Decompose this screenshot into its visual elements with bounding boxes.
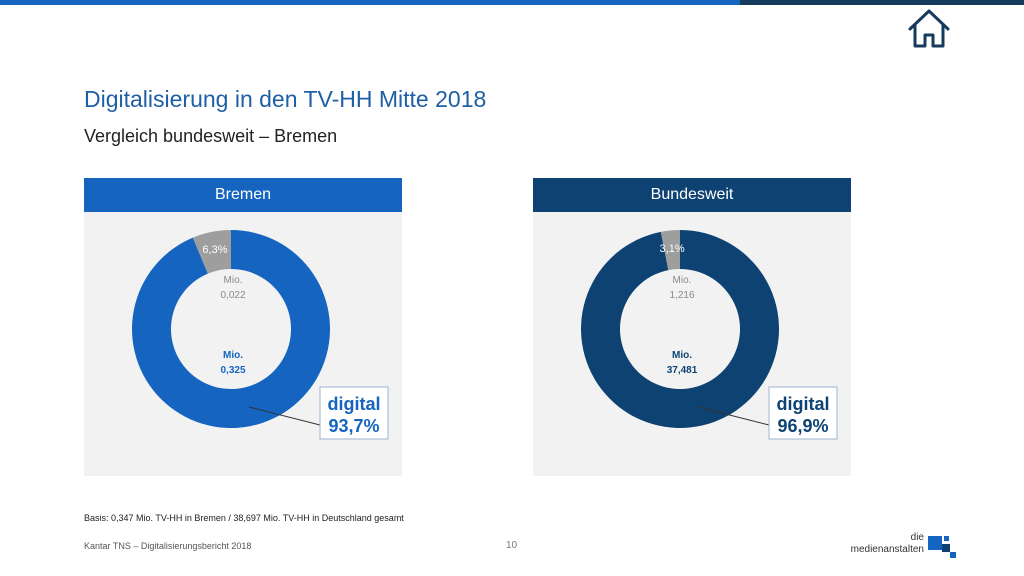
callout-value: 93,7% <box>328 416 379 436</box>
brand-line-2: medienanstalten <box>850 544 924 555</box>
home-icon[interactable] <box>906 6 952 50</box>
page-subtitle: Vergleich bundesweit – Bremen <box>84 126 338 146</box>
medienanstalten-logo <box>928 536 956 558</box>
slice-non-digital <box>192 230 231 274</box>
top-accent-bar-dark <box>740 0 1024 5</box>
label-digital-mio-0: Mio. <box>672 350 692 361</box>
label-non-digital-percent: 6,3% <box>202 244 227 256</box>
page-title: Digitalisierung in den TV-HH Mitte 2018 <box>84 86 487 112</box>
callout-box <box>319 386 389 440</box>
panel-bremen: Bremen 6,3% Mio. 0,022 Mio. 0,325 digital 93,7… <box>84 178 402 476</box>
callout-label: digital <box>328 394 381 414</box>
brand-line-1: die <box>910 532 924 543</box>
callout-line <box>697 406 770 426</box>
label-non-digital-percent: 3,1% <box>660 243 685 255</box>
label-non-digital-mio-0: Mio. <box>673 275 692 286</box>
panel-title-bremen: Bremen <box>84 178 402 212</box>
top-accent-bar <box>0 0 740 5</box>
page-number: 10 <box>506 540 518 551</box>
label-non-digital-mio-1: 0,022 <box>220 290 245 301</box>
source-note: Kantar TNS – Digitalisierungsbericht 201… <box>84 541 252 551</box>
slice-digital <box>581 230 779 428</box>
slice-digital <box>132 230 330 428</box>
label-non-digital-mio-1: 1,216 <box>669 290 694 301</box>
panel-bundesweit: Bundesweit 3,1% Mio. 1,216 Mio. 37,481 digita… <box>533 178 851 476</box>
basis-footnote: Basis: 0,347 Mio. TV-HH in Bremen / 38,6… <box>84 513 404 523</box>
label-digital-mio-1: 37,481 <box>667 365 698 376</box>
callout-value: 96,9% <box>777 416 828 436</box>
callout-line <box>248 406 321 426</box>
callout-box <box>768 386 838 440</box>
label-digital-mio-1: 0,325 <box>220 365 245 376</box>
callout-label: digital <box>777 394 830 414</box>
label-non-digital-mio-0: Mio. <box>224 275 243 286</box>
panel-title-bundesweit: Bundesweit <box>533 178 851 212</box>
label-digital-mio-0: Mio. <box>223 350 243 361</box>
brand-name: die medienanstalten <box>804 532 924 556</box>
slice-non-digital <box>660 230 680 271</box>
